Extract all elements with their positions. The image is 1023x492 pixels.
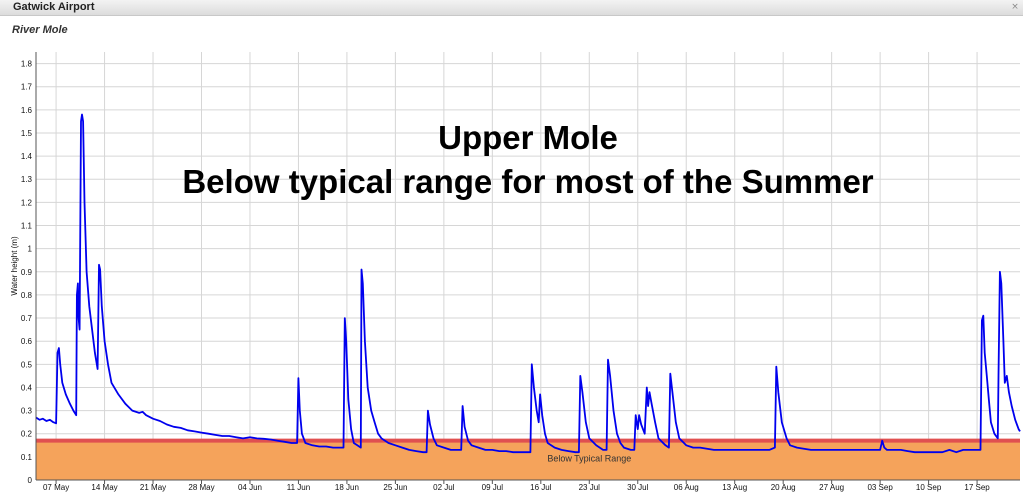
y-axis-title: Water height (m) [10,236,19,296]
x-tick-label: 09 Jul [482,483,504,492]
x-tick-label: 30 Jul [627,483,649,492]
x-tick-label: 25 Jun [383,483,407,492]
y-tick-label: 1.1 [21,222,33,231]
x-tick-label: 03 Sep [867,483,893,492]
x-tick-label: 07 May [43,483,69,492]
x-tick-label: 21 May [140,483,166,492]
y-tick-label: 1.8 [21,60,33,69]
x-tick-label: 02 Jul [433,483,455,492]
y-tick-label: 0.1 [21,453,33,462]
window-title: Gatwick Airport [13,1,95,13]
y-tick-label: 0.2 [21,430,33,439]
x-tick-label: 13 Aug [722,483,747,492]
x-tick-label: 27 Aug [819,483,844,492]
plot-area [36,52,1020,480]
y-tick-label: 1.6 [21,106,33,115]
x-tick-label: 23 Jul [579,483,601,492]
y-tick-label: 1 [28,245,33,254]
y-tick-label: 0.6 [21,337,33,346]
y-tick-label: 0.9 [21,268,33,277]
band-label: Below Typical Range [547,454,631,464]
series-line [35,113,1021,454]
x-tick-label: 04 Jun [238,483,262,492]
y-tick-label: 1.4 [21,152,33,161]
x-tick-label: 06 Aug [674,483,699,492]
y-tick-label: 1.7 [21,83,33,92]
y-tick-label: 0.7 [21,314,33,323]
x-tick-label: 18 Jun [335,483,359,492]
y-tick-label: 0.8 [21,291,33,300]
annotation-line-1: Upper Mole [438,119,618,156]
x-tick-label: 16 Jul [530,483,552,492]
x-tick-label: 11 Jun [287,483,310,492]
x-tick-label: 10 Sep [916,483,942,492]
close-icon[interactable]: × [1011,2,1019,12]
series-layer [35,113,1021,454]
y-tick-label: 1.5 [21,129,33,138]
y-tick-label: 1.3 [21,175,33,184]
y-tick-label: 0.5 [21,360,33,369]
axes: 0 0.1 0.2 0.3 0.4 0.5 0.6 0.7 0.8 0.9 1 1.1 1.2 1.3 1.… [10,52,1020,492]
x-tick-label: 17 Sep [964,483,990,492]
below-typical-band [36,440,1020,480]
window-title-bar: Gatwick Airport × [0,0,1023,16]
y-tick-label: 1.2 [21,198,33,207]
annotation-line-2: Below typical range for most of the Summ… [182,163,873,200]
typical-range-band: Below Typical Range [36,438,1020,480]
chart-subtitle: River Mole [12,24,68,36]
y-tick-label: 0.3 [21,407,33,416]
x-tick-label: 20 Aug [771,483,796,492]
x-tick-label: 14 May [91,483,117,492]
grid-layer [36,52,1020,481]
x-tick-label: 28 May [188,483,214,492]
y-tick-label: 0.4 [21,383,33,392]
annotation-layer: Upper Mole Below typical range for most o… [182,119,873,200]
y-tick-label: 0 [28,476,33,485]
